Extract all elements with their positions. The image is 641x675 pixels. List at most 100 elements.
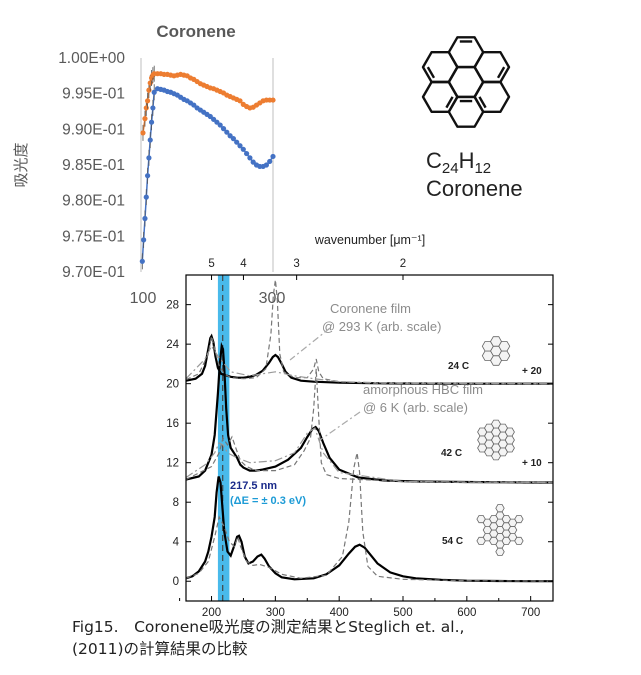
absorbance-y-tick: 1.00E+00 xyxy=(58,50,125,67)
top-tick-label: 4 xyxy=(240,258,247,270)
coronene-film-label: Coronene film xyxy=(330,301,411,316)
series-label-24c: 24 C xyxy=(448,361,469,372)
flake-ring xyxy=(501,515,511,524)
graphene-flake-icon xyxy=(476,504,524,556)
spectrum-plot-frame xyxy=(185,274,554,602)
hbc-film-temp-label: @ 6 K (arb. scale) xyxy=(363,400,468,415)
flake-ring xyxy=(482,526,493,534)
data-point xyxy=(145,173,151,179)
coronene-film-temp-label: @ 293 K (arb. scale) xyxy=(322,319,441,334)
absorbance-y-tick: 9.95E-01 xyxy=(62,86,125,103)
data-point xyxy=(141,237,147,243)
x-tick-label: 500 xyxy=(393,607,412,619)
x-tick-label: 200 xyxy=(202,607,221,619)
y-tick-label: 16 xyxy=(166,418,179,430)
data-point xyxy=(139,258,145,264)
absorbance-chart-title: Coronene xyxy=(156,22,235,41)
flake-ring xyxy=(507,526,518,534)
top-tick-label: 3 xyxy=(293,258,299,270)
x-tick-label: 400 xyxy=(330,607,349,619)
data-point xyxy=(151,89,157,95)
spectrum-line-4 xyxy=(185,368,553,484)
data-point xyxy=(237,143,243,149)
y-tick-label: 28 xyxy=(166,300,179,312)
x-tick-label: 600 xyxy=(457,607,476,619)
data-point xyxy=(224,129,230,135)
data-point xyxy=(237,98,243,104)
absorbance-y-tick: 9.70E-01 xyxy=(62,264,125,281)
spectrum-line-3 xyxy=(185,279,553,385)
data-point xyxy=(146,155,152,161)
data-point xyxy=(220,126,227,132)
flake-ring xyxy=(476,536,486,545)
absorbance-line-0 xyxy=(142,72,273,134)
molecule-thumbnails xyxy=(476,336,524,556)
series-label-42c: 42 C xyxy=(441,448,462,459)
flake-ring xyxy=(495,504,505,513)
data-point xyxy=(147,137,153,143)
double-bond xyxy=(426,66,436,79)
caption-line-2: (2011)の計算結果の比較 xyxy=(72,640,248,658)
y-tick-label: 4 xyxy=(173,537,180,549)
figure-caption: Fig15. Coronene吸光度の測定結果とSteglich et. al.… xyxy=(72,616,464,660)
data-point xyxy=(146,87,152,93)
data-point xyxy=(240,146,246,152)
hbc-film-pointer xyxy=(319,411,361,441)
absorbance-series-0 xyxy=(140,65,276,141)
data-point xyxy=(244,150,250,157)
data-point xyxy=(147,80,153,86)
double-bond xyxy=(478,96,487,109)
band-energy-label: (ΔE = ± 0.3 eV) xyxy=(230,495,306,507)
spectrum-line-7 xyxy=(185,427,554,484)
hbc-film-label: amorphous HBC film xyxy=(363,382,483,397)
series-label-54c: 54 C xyxy=(442,536,463,547)
spectrum-line-5 xyxy=(185,452,554,582)
flake-ring xyxy=(504,435,515,445)
data-point xyxy=(143,105,149,111)
ring xyxy=(473,51,511,84)
wavenumber-axis-label: wavenumber [μm⁻¹] xyxy=(314,233,425,247)
data-point xyxy=(234,139,240,145)
absorbance-y-tick: 9.85E-01 xyxy=(62,157,125,174)
spectrum-series xyxy=(185,279,554,583)
data-point xyxy=(217,122,223,128)
graphene-flake-icon xyxy=(477,419,515,461)
spectrum-line-1 xyxy=(185,341,553,484)
absorbance-series xyxy=(139,65,276,270)
flake-ring xyxy=(495,547,505,556)
y-tick-label: 8 xyxy=(173,497,179,509)
data-point xyxy=(148,119,155,125)
data-point xyxy=(145,98,151,104)
data-point xyxy=(140,130,146,136)
flake-ring xyxy=(489,536,499,545)
flake-ring xyxy=(497,447,508,457)
flake-ring xyxy=(476,515,486,524)
x-tick-label: 300 xyxy=(266,607,285,619)
offset-label-24c: + 20 xyxy=(522,366,542,377)
absorbance-y-tick: 9.80E-01 xyxy=(62,193,125,210)
y-tick-label: 24 xyxy=(166,339,179,351)
data-point xyxy=(142,215,148,222)
absorbance-y-tick: 9.75E-01 xyxy=(62,228,125,245)
flake-ring xyxy=(477,435,488,445)
flake-ring xyxy=(501,536,511,545)
double-bond xyxy=(496,66,506,79)
absorbance-y-label: 吸光度 xyxy=(13,142,30,187)
caption-line-1: Fig15. Coronene吸光度の測定結果とSteglich et. al.… xyxy=(72,618,465,636)
data-point xyxy=(270,97,276,103)
data-point xyxy=(270,153,276,160)
offset-label-42c: + 10 xyxy=(522,458,542,469)
flake-ring xyxy=(481,350,494,361)
flake-ring xyxy=(514,536,524,545)
absorbance-x-tick-300: 300 xyxy=(259,290,286,307)
data-point xyxy=(263,162,269,168)
data-point xyxy=(142,116,148,122)
coronene-structure-icon: C24H12 Coronene xyxy=(421,36,523,201)
double-bond xyxy=(445,96,454,109)
absorbance-x-tick-100: 100 xyxy=(130,290,157,307)
spectrum-chart: wavenumber [μm⁻¹] 200 300 400 500 600 700 0 4 8 1… xyxy=(166,233,554,619)
flake-ring xyxy=(497,423,508,433)
flake-ring xyxy=(514,515,524,524)
data-point xyxy=(267,158,273,165)
